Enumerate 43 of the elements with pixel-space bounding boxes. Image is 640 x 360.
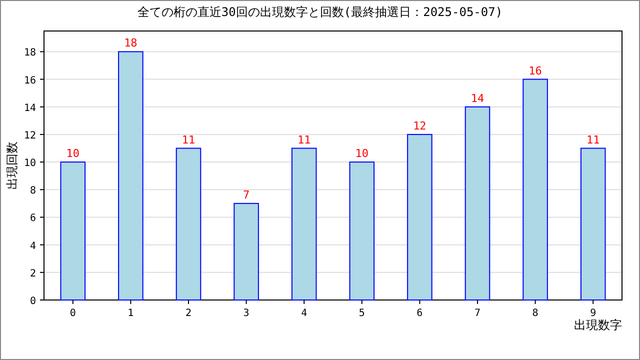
x-tick-label: 8	[532, 308, 538, 319]
x-tick-label: 6	[416, 308, 423, 319]
y-tick-label: 8	[30, 186, 36, 197]
data-label: 11	[182, 133, 196, 146]
y-tick-label: 4	[30, 240, 36, 252]
bar	[580, 148, 606, 300]
bar	[464, 106, 490, 300]
y-tick-label: 14	[24, 102, 36, 114]
x-tick-label: 1	[128, 308, 134, 319]
y-tick-label: 2	[30, 268, 36, 280]
bar	[60, 162, 86, 300]
bar	[407, 134, 432, 300]
data-label: 11	[586, 133, 600, 146]
chart-title: 全ての桁の直近30回の出現数字と回数(最終抽選日：2025-05-07)	[137, 5, 503, 19]
x-tick-label: 9	[590, 308, 596, 319]
x-tick-label: 4	[301, 308, 308, 319]
y-tick-label: 0	[30, 296, 36, 307]
bar	[234, 202, 259, 300]
data-label: 11	[297, 133, 311, 146]
x-tick-label: 5	[358, 308, 365, 319]
y-tick-label: 18	[24, 48, 36, 59]
bar	[522, 78, 548, 300]
data-label: 16	[528, 64, 542, 78]
data-label: 12	[413, 119, 426, 132]
data-label: 7	[242, 188, 250, 202]
x-tick-label: 2	[185, 308, 192, 319]
x-tick-label: 7	[474, 308, 481, 319]
data-label: 10	[355, 147, 369, 160]
x-tick-label: 3	[243, 308, 250, 319]
x-tick-label: 0	[70, 308, 76, 319]
y-tick-label: 10	[24, 158, 36, 170]
y-tick-label: 12	[24, 130, 36, 142]
data-label: 10	[66, 147, 80, 160]
y-tick-label: 6	[30, 213, 36, 224]
bar	[176, 148, 202, 300]
bar	[291, 148, 317, 300]
bar	[349, 162, 375, 300]
y-axis-title: 出現回数	[5, 142, 19, 190]
data-label: 18	[124, 36, 138, 50]
data-label: 14	[470, 92, 484, 105]
bar	[118, 51, 144, 300]
x-axis-title: 出現数字	[574, 318, 622, 332]
y-tick-label: 16	[24, 75, 36, 86]
